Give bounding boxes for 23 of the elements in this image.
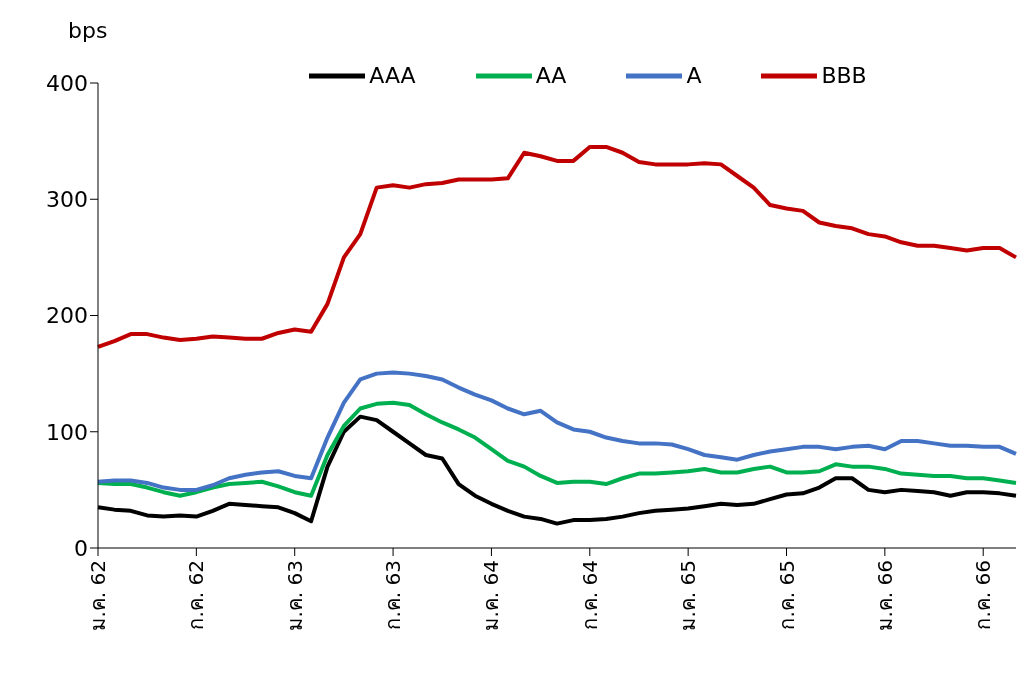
y-tick-label: 100	[46, 419, 88, 445]
x-tick-label: ก.ค. 65	[774, 560, 799, 630]
legend-label: A	[686, 63, 702, 88]
legend-label: BBB	[821, 63, 867, 88]
legend-label: AA	[535, 63, 567, 88]
x-tick-label: ก.ค. 66	[971, 560, 996, 630]
line-series	[96, 400, 1018, 498]
x-tick-label: ก.ค. 62	[184, 560, 209, 630]
x-tick-label: ม.ค. 62	[86, 560, 110, 631]
x-tick-label: ก.ค. 64	[577, 560, 602, 630]
line-series	[96, 370, 1018, 492]
x-tick-label: ก.ค. 63	[381, 560, 406, 630]
legend-label: AAA	[369, 63, 416, 88]
x-tick-label: ม.ค. 63	[282, 560, 307, 631]
y-tick-label: 300	[46, 187, 88, 213]
x-tick-label: ม.ค. 65	[676, 560, 701, 631]
y-tick-label: 0	[74, 535, 88, 561]
y-axis-title: bps	[68, 18, 108, 43]
line-series	[96, 144, 1018, 349]
x-tick-label: ม.ค. 66	[872, 560, 897, 631]
y-tick-label: 400	[46, 70, 88, 96]
y-tick-label: 200	[46, 303, 88, 329]
x-tick-label: ม.ค. 64	[479, 560, 504, 631]
